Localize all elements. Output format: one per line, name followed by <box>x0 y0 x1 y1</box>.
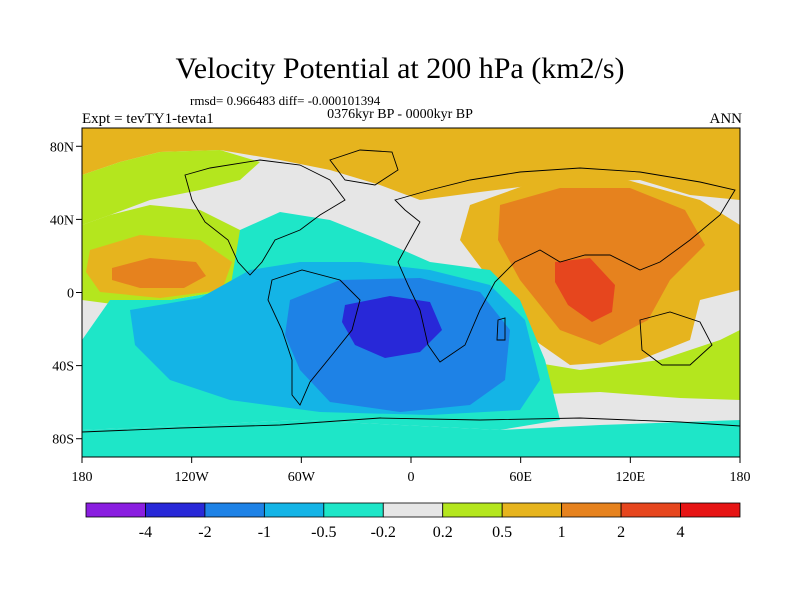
coastlines <box>82 149 740 433</box>
lat-tick-label: 40N <box>50 213 74 228</box>
statistics-line: rmsd= 0.966483 diff= -0.000101394 <box>190 93 381 108</box>
colorbar-swatch <box>501 502 563 518</box>
colorbar-label: -0.2 <box>371 524 396 541</box>
coast-antarctica <box>82 417 740 433</box>
colorbar: -4 -2 -1 -0.5 -0.2 0.2 0.5 1 2 4 <box>85 502 741 541</box>
coast-australia <box>639 311 713 366</box>
lon-tick-label: 0 <box>408 470 415 485</box>
colorbar-swatch <box>561 502 622 518</box>
lat-tick-label: 0 <box>67 287 74 302</box>
colorbar-swatch <box>85 502 146 518</box>
lon-tick-label: 60E <box>509 470 532 485</box>
colorbar-swatch <box>145 502 206 518</box>
contour-atlantic-strong-negative <box>342 296 442 358</box>
contour-field <box>82 128 740 457</box>
contour-asia-peak <box>555 258 615 322</box>
lat-tick-label: 40S <box>52 360 74 375</box>
contour-northern-slight-positive <box>82 150 260 225</box>
lon-tick-label: 180 <box>730 470 751 485</box>
colorbar-label: 0.5 <box>492 524 512 541</box>
colorbar-label: -1 <box>258 524 271 541</box>
colorbar-swatch <box>382 502 444 518</box>
colorbar-swatch <box>680 502 741 518</box>
coast-greenland <box>329 149 399 186</box>
contour-southern-slight-negative <box>82 420 740 457</box>
colorbar-swatch <box>620 502 681 518</box>
longitude-axis: 180 120W 60W 0 60E 120E 180 <box>72 457 751 485</box>
contour-northern-positive <box>82 128 740 200</box>
latitude-axis: 80N 40N 0 40S 80S <box>50 140 82 448</box>
lon-tick-label: 60W <box>288 470 316 485</box>
coast-madagascar <box>496 317 506 341</box>
colorbar-label: 4 <box>677 524 685 541</box>
map-title: Velocity Potential at 200 hPa (km2/s) <box>175 52 625 85</box>
colorbar-swatch <box>204 502 265 518</box>
experiment-label: Expt = tevTY1-tevta1 <box>82 111 214 127</box>
contour-asia-high <box>498 188 705 345</box>
colorbar-swatch <box>323 502 384 518</box>
season-label: ANN <box>709 111 743 127</box>
lon-tick-label: 180 <box>72 470 93 485</box>
colorbar-label: -2 <box>198 524 211 541</box>
colorbar-label: -4 <box>139 524 152 541</box>
lat-tick-label: 80N <box>50 140 74 155</box>
colorbar-label: 2 <box>617 524 625 541</box>
colorbar-label: -0.5 <box>311 524 336 541</box>
contour-pacific-high <box>112 258 206 288</box>
lon-tick-label: 120E <box>616 470 646 485</box>
period-label: 0376kyr BP - 0000kyr BP <box>327 107 473 122</box>
coast-africa-eurasia <box>394 167 736 363</box>
colorbar-label: 0.2 <box>433 524 453 541</box>
colorbar-swatch <box>263 502 325 518</box>
lon-tick-label: 120W <box>175 470 210 485</box>
colorbar-label: 1 <box>558 524 566 541</box>
coast-north-america <box>184 159 346 276</box>
coast-south-america <box>267 269 361 406</box>
lat-tick-label: 80S <box>52 433 74 448</box>
colorbar-swatch <box>442 502 503 518</box>
